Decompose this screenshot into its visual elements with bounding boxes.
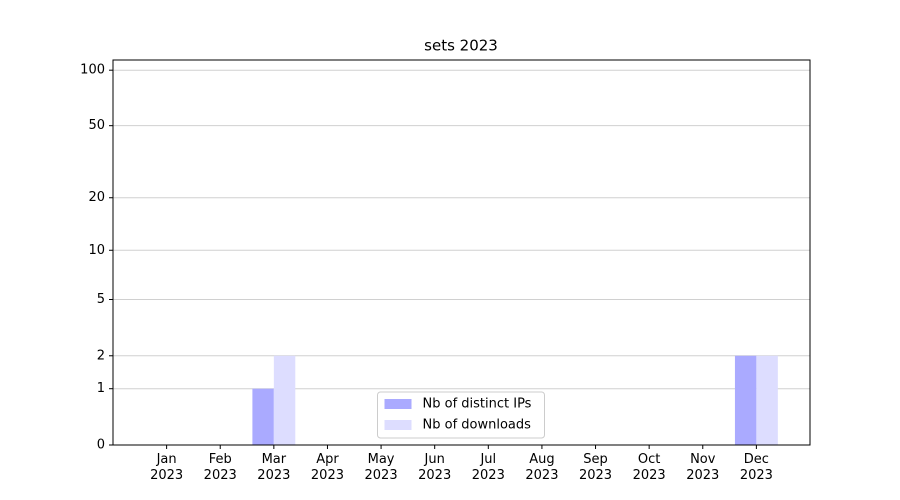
y-tick-label: 5: [97, 292, 105, 307]
x-tick-label: Mar 2023: [257, 452, 291, 483]
y-tick-label: 10: [88, 243, 105, 258]
plot-frame: [112, 59, 811, 446]
x-tick-label: Feb 2023: [203, 452, 237, 483]
x-tick-label: May 2023: [364, 452, 398, 483]
y-tick-label: 0: [97, 438, 105, 453]
legend-swatch: [384, 420, 412, 430]
x-tick-label: Sep 2023: [578, 452, 613, 483]
legend-label: Nb of distinct IPs: [423, 397, 532, 412]
x-tick-label: Nov 2023: [686, 452, 720, 483]
bar: [252, 388, 274, 445]
chart-title: sets 2023: [424, 37, 498, 55]
y-tick-label: 20: [88, 190, 105, 205]
y-tick-label: 1: [97, 381, 105, 396]
x-tick-label: Aug 2023: [525, 452, 559, 483]
bar: [756, 355, 778, 445]
x-tick-label: Apr 2023: [310, 452, 344, 483]
y-tick-label: 2: [97, 348, 105, 363]
y-tick-label: 50: [88, 118, 105, 133]
legend-label: Nb of downloads: [423, 418, 532, 433]
x-tick-label: Jan 2023: [150, 452, 184, 483]
x-tick-label: Dec 2023: [739, 452, 773, 483]
bar: [273, 355, 296, 445]
bar: [734, 355, 757, 445]
x-tick-label: Oct 2023: [632, 452, 666, 483]
legend-box: [377, 391, 545, 439]
y-tick-label: 100: [80, 63, 105, 78]
x-tick-label: Jul 2023: [471, 452, 505, 483]
x-tick-label: Jun 2023: [418, 452, 452, 483]
legend-swatch: [384, 399, 412, 409]
